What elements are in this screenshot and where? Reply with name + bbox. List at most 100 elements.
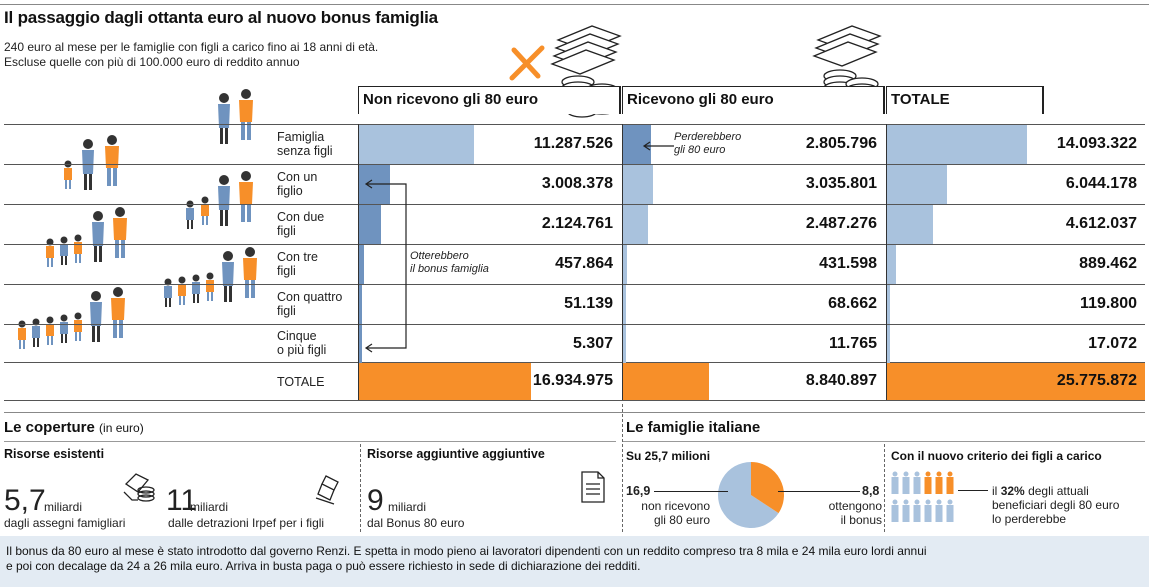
row-divider [4,284,1145,285]
coperture-rule [4,441,616,442]
person-icon [913,499,921,522]
value-totale-row-6: 17.072 [1088,335,1137,352]
row-divider [4,244,1145,245]
cross-icon [509,45,545,81]
row-divider [4,400,1145,401]
section-rule [4,412,1145,413]
bar-ricevono-row-3 [623,205,648,244]
value-ricevono-row-3: 2.487.276 [805,215,877,232]
person-icon [946,499,954,522]
value-totale-row-5: 119.800 [1080,295,1137,312]
stamp-icon [315,475,339,505]
footer-line-2: e poi con decalage da 24 a 26 mila euro.… [6,559,641,573]
value-ricevono-row-4: 431.598 [819,255,877,272]
bar-non-ricevono-total [359,363,531,400]
person-icon [935,499,943,522]
person-icon [902,499,910,522]
pie-slice-ottengono [751,462,784,514]
column-header-totale: TOTALE [886,86,1044,114]
chart-subtitle-1: 240 euro al mese per le famiglie con fig… [4,40,379,54]
value-non-ricevono-total: 16.934.975 [532,372,613,389]
coperture-desc-3: dal Bonus 80 euro [367,516,465,530]
person-icon [902,471,910,494]
coperture-desc-2: dalle detrazioni Irpef per i figli [168,516,325,530]
coperture-desc-1: dagli assegni famigliari [4,516,126,530]
bar-ricevono-total [623,363,709,400]
criterio-head: Con il nuovo criterio dei figli a carico [891,449,1102,463]
column-border [622,124,623,400]
footer-line-1: Il bonus da 80 euro al mese è stato intr… [6,544,927,558]
row-label-totale: TOTALE [277,375,325,389]
people-grid [891,471,954,522]
arrow-left-icon [642,141,674,151]
value-ricevono-row-2: 3.035.801 [805,175,877,192]
bar-non-ricevono-row-1 [359,125,474,164]
bar-ricevono-row-2 [623,165,653,204]
person-icon [891,499,899,522]
famiglie-title: Le famiglie italiane [626,419,761,436]
bar-totale-row-2 [887,165,947,204]
value-totale-row-1: 14.093.322 [1056,135,1137,152]
person-icon [913,471,921,494]
bar-totale-row-5 [887,285,890,324]
value-ricevono-row-5: 68.662 [828,295,877,312]
column-border [886,124,887,400]
value-totale-row-4: 889.462 [1079,255,1137,272]
value-non-ricevono-row-1: 11.287.526 [533,135,613,152]
bar-totale-row-4 [887,245,896,284]
dashed-divider [360,444,361,532]
column-header-ricevono: Ricevono gli 80 euro [622,86,885,114]
row-label-quattro-figli: Con quattro figli [277,290,343,318]
coperture-value-3: 9 [367,484,384,517]
risorse-aggiuntive-label: Risorse aggiuntive aggiuntive [367,447,545,461]
dashed-divider [884,444,885,532]
bracket-arrow-icon [364,179,407,353]
column-header-non-ricevono: Non ricevono gli 80 euro [358,86,621,114]
people-leader [958,490,988,491]
person-icon [946,471,954,494]
pie-slice-non-ricevono [718,462,779,528]
bar-ricevono-row-4 [623,245,627,284]
annotation-otterrebbero: Otterebbero il bonus famiglia [410,250,489,275]
families-pie [718,462,784,528]
row-label-tre-figli: Con tre figli [277,250,318,278]
coperture-unit-2: miliardi [190,500,229,514]
row-divider [4,362,1145,363]
value-totale-row-2: 6.044.178 [1065,175,1137,192]
coins-hand-icon [123,473,155,502]
row-label-un-figlio: Con un figlio [277,170,318,198]
row-divider [4,324,1145,325]
coperture-value-2: 11 [166,484,198,517]
top-rule [0,4,1149,5]
famiglie-rule [622,441,1145,442]
chart-title: Il passaggio dagli ottanta euro al nuovo… [4,8,438,27]
footer-note: Il bonus da 80 euro al mese è stato intr… [0,536,1149,587]
annotation-perderebbero: Perderebbero gli 80 euro [674,131,742,156]
person-icon [891,471,899,494]
person-icon [924,471,932,494]
bar-totale-row-6 [887,325,890,364]
risorse-esistenti-label: Risorse esistenti [4,447,105,461]
bar-ricevono-row-5 [623,285,626,324]
coperture-unit-1: miliardi [44,500,83,514]
pie-left-leader [654,491,728,492]
bar-ricevono-row-6 [623,325,626,364]
bar-totale-total [887,363,1145,400]
dashed-divider [622,404,623,532]
bar-totale-row-1 [887,125,1027,164]
pie-right-value: 8,8 [862,484,880,498]
bar-totale-row-3 [887,205,933,244]
row-divider [4,204,1145,205]
coperture-value-1: 5,7 [4,484,46,517]
person-icon [924,499,932,522]
pie-left-text: non ricevono gli 80 euro [641,499,710,527]
pie-left-value: 16,9 [626,484,651,498]
pie-right-leader [778,491,860,492]
document-icon [581,471,605,503]
row-divider [4,164,1145,165]
pie-right-text: ottengono il bonus [828,499,882,527]
criterio-text: il 32% degli attuali beneficiari degli 8… [992,484,1120,526]
value-totale-row-3: 4.612.037 [1065,215,1137,232]
chart-subtitle-2: Escluse quelle con più di 100.000 euro d… [4,55,300,69]
value-ricevono-row-6: 11.765 [828,335,877,352]
